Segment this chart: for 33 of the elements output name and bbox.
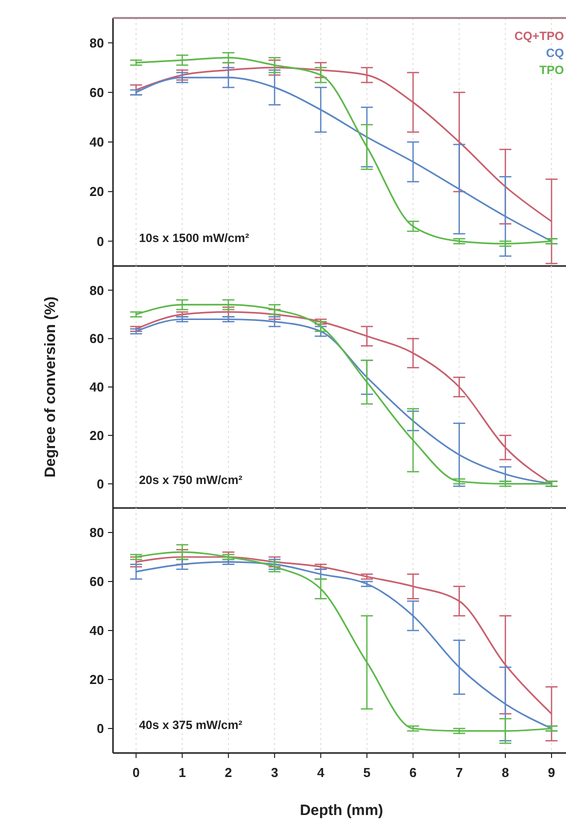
annotation: 20s x 750 mW/cm² (139, 473, 242, 487)
x-tick-label: 4 (317, 765, 326, 780)
y-tick-label: 20 (90, 672, 104, 688)
text: TPO (539, 63, 564, 77)
y-tick-label: 80 (90, 35, 104, 50)
y-tick-label: 40 (90, 380, 104, 395)
text: CQ (546, 46, 564, 60)
annotation: 40s x 375 mW/cm² (139, 718, 242, 732)
y-tick-label: 60 (90, 574, 104, 590)
x-tick-label: 3 (270, 765, 278, 780)
y-tick-label: 60 (90, 84, 104, 100)
y-tick-label: 40 (90, 623, 104, 638)
y-tick-label: 0 (96, 234, 104, 249)
x-tick-label: 7 (456, 765, 463, 780)
x-tick-label: 2 (224, 765, 232, 780)
x-tick-label: 1 (178, 765, 186, 780)
y-tick-label: 80 (90, 282, 104, 298)
x-tick-label: 5 (363, 765, 371, 780)
y-axis-title: Degree of conversion (%) (42, 296, 59, 478)
annotation: 10s x 1500 mW/cm² (139, 231, 250, 245)
text: CQ+TPO (514, 29, 564, 43)
y-tick-label: 20 (90, 428, 104, 443)
x-tick-label: 9 (548, 765, 556, 780)
x-axis-title: Depth (mm) (300, 802, 384, 819)
y-tick-label: 20 (90, 184, 104, 200)
y-tick-label: 60 (90, 331, 104, 346)
y-tick-label: 0 (96, 721, 104, 736)
x-tick-label: 8 (502, 765, 509, 780)
y-tick-label: 80 (90, 525, 104, 540)
x-tick-label: 0 (132, 765, 140, 780)
y-tick-label: 0 (96, 476, 104, 492)
x-tick-label: 6 (409, 765, 417, 780)
y-tick-label: 40 (90, 134, 104, 150)
